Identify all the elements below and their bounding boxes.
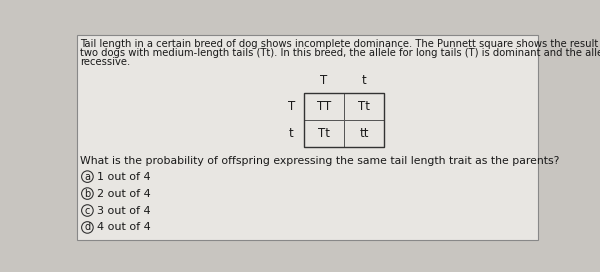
Bar	[344, 120, 384, 147]
Text: Tt: Tt	[358, 100, 370, 113]
Text: d: d	[85, 222, 91, 233]
Text: t: t	[289, 127, 293, 140]
Text: c: c	[85, 206, 90, 215]
Text: 2 out of 4: 2 out of 4	[97, 188, 151, 199]
Bar	[304, 120, 344, 147]
Text: b: b	[84, 188, 91, 199]
Text: T: T	[320, 74, 328, 87]
Text: What is the probability of offspring expressing the same tail length trait as th: What is the probability of offspring exp…	[80, 156, 560, 166]
Text: t: t	[362, 74, 367, 87]
Bar	[304, 93, 384, 147]
Text: a: a	[85, 172, 91, 182]
Text: two dogs with medium-length tails (Tt). In this breed, the allele for long tails: two dogs with medium-length tails (Tt). …	[80, 48, 600, 58]
Circle shape	[82, 188, 93, 199]
Bar	[304, 93, 344, 120]
Text: Tail length in a certain breed of dog shows incomplete dominance. The Punnett sq: Tail length in a certain breed of dog sh…	[80, 39, 600, 49]
Text: 1 out of 4: 1 out of 4	[97, 172, 151, 182]
Circle shape	[82, 205, 93, 216]
Text: T: T	[287, 100, 295, 113]
Text: Tt: Tt	[318, 127, 330, 140]
Text: 4 out of 4: 4 out of 4	[97, 222, 151, 233]
Text: TT: TT	[317, 100, 331, 113]
Bar	[344, 93, 384, 120]
Circle shape	[82, 171, 93, 183]
Text: recessive.: recessive.	[80, 57, 131, 67]
Text: tt: tt	[359, 127, 369, 140]
Text: 3 out of 4: 3 out of 4	[97, 206, 151, 215]
Circle shape	[82, 222, 93, 233]
